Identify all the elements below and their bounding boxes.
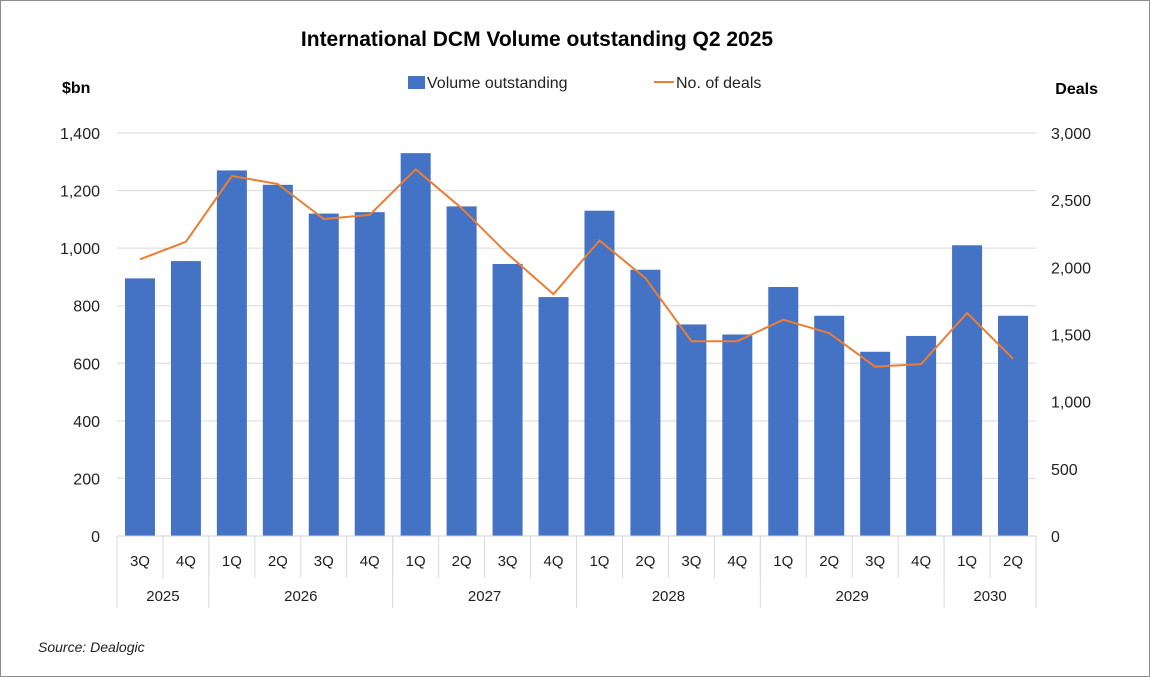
right-tick-label: 2,000 — [1051, 260, 1091, 277]
volume-bar — [400, 153, 431, 536]
right-tick-label: 1,000 — [1051, 395, 1091, 412]
volume-bar — [952, 245, 983, 536]
quarter-label: 1Q — [773, 553, 793, 570]
quarter-label: 2Q — [1003, 553, 1023, 570]
left-tick-label: 1,400 — [60, 126, 100, 143]
year-label: 2030 — [973, 588, 1006, 605]
right-tick-label: 0 — [1051, 529, 1060, 546]
quarter-label: 2Q — [819, 553, 839, 570]
legend-label-volume: Volume outstanding — [427, 75, 568, 92]
volume-bar — [170, 261, 201, 536]
volume-bars — [124, 153, 1029, 537]
quarter-label: 1Q — [957, 553, 977, 570]
left-tick-label: 1,000 — [60, 241, 100, 258]
deals-line — [139, 168, 1014, 368]
right-tick-label: 1,500 — [1051, 328, 1091, 345]
right-tick-label: 3,000 — [1051, 126, 1091, 143]
quarter-label: 1Q — [589, 553, 609, 570]
quarter-label: 1Q — [406, 553, 426, 570]
volume-bar — [354, 212, 385, 537]
quarter-label: 4Q — [544, 553, 564, 570]
volume-bar — [584, 210, 615, 536]
right-axis-ticks: 0 500 1,000 1,500 2,000 2,500 3,000 — [1051, 126, 1091, 546]
legend: Volume outstanding No. of deals — [408, 75, 761, 92]
chart-title: International DCM Volume outstanding Q2 … — [301, 28, 773, 51]
volume-bar — [308, 213, 339, 536]
left-axis-unit: $bn — [62, 80, 90, 97]
volume-bar — [860, 351, 891, 536]
quarter-label: 4Q — [360, 553, 380, 570]
year-label: 2025 — [146, 588, 179, 605]
deals-series-line — [139, 168, 1014, 368]
quarter-label: 1Q — [222, 553, 242, 570]
volume-bar — [814, 315, 845, 536]
left-tick-label: 1,200 — [60, 184, 100, 201]
left-tick-label: 200 — [73, 471, 100, 488]
left-tick-label: 400 — [73, 414, 100, 431]
volume-bar — [676, 324, 707, 536]
legend-label-deals: No. of deals — [676, 75, 761, 92]
volume-bar — [446, 206, 477, 536]
left-tick-label: 600 — [73, 356, 100, 373]
quarter-label: 3Q — [865, 553, 885, 570]
volume-bar — [906, 335, 937, 536]
quarter-label: 3Q — [498, 553, 518, 570]
volume-bar — [722, 334, 753, 536]
quarter-label: 3Q — [130, 553, 150, 570]
legend-swatch-volume — [408, 76, 425, 89]
quarter-label: 4Q — [176, 553, 196, 570]
quarter-label: 4Q — [911, 553, 931, 570]
volume-bar — [538, 297, 569, 536]
right-axis-unit: Deals — [1055, 81, 1098, 98]
volume-bar — [998, 315, 1029, 536]
volume-bar — [630, 269, 661, 536]
year-label: 2027 — [468, 588, 501, 605]
volume-bar — [492, 263, 523, 536]
quarter-label: 3Q — [314, 553, 334, 570]
category-axis: 3Q 4Q 1Q 2Q 3Q 4Q 1Q 2Q 3Q 4Q 1Q 2Q 3Q 4Q 1Q 2Q 3Q 4Q 1Q 2Q… — [116, 535, 1037, 608]
left-tick-label: 800 — [73, 299, 100, 316]
quarter-label: 4Q — [727, 553, 747, 570]
quarter-label: 3Q — [681, 553, 701, 570]
right-tick-label: 500 — [1051, 462, 1078, 479]
quarter-label: 2Q — [635, 553, 655, 570]
left-tick-label: 0 — [91, 529, 100, 546]
quarter-label: 2Q — [268, 553, 288, 570]
year-label: 2026 — [284, 588, 317, 605]
left-axis-ticks: 0 200 400 600 800 1,000 1,200 1,400 — [60, 126, 100, 546]
source-note: Source: Dealogic — [38, 639, 145, 655]
gridlines — [117, 132, 1036, 479]
year-label: 2028 — [652, 588, 685, 605]
year-label: 2029 — [836, 588, 869, 605]
volume-bar — [124, 278, 155, 536]
volume-bar — [262, 184, 293, 537]
quarter-label: 2Q — [452, 553, 472, 570]
right-tick-label: 2,500 — [1051, 193, 1091, 210]
volume-bar — [768, 287, 799, 536]
volume-bar — [216, 170, 247, 536]
